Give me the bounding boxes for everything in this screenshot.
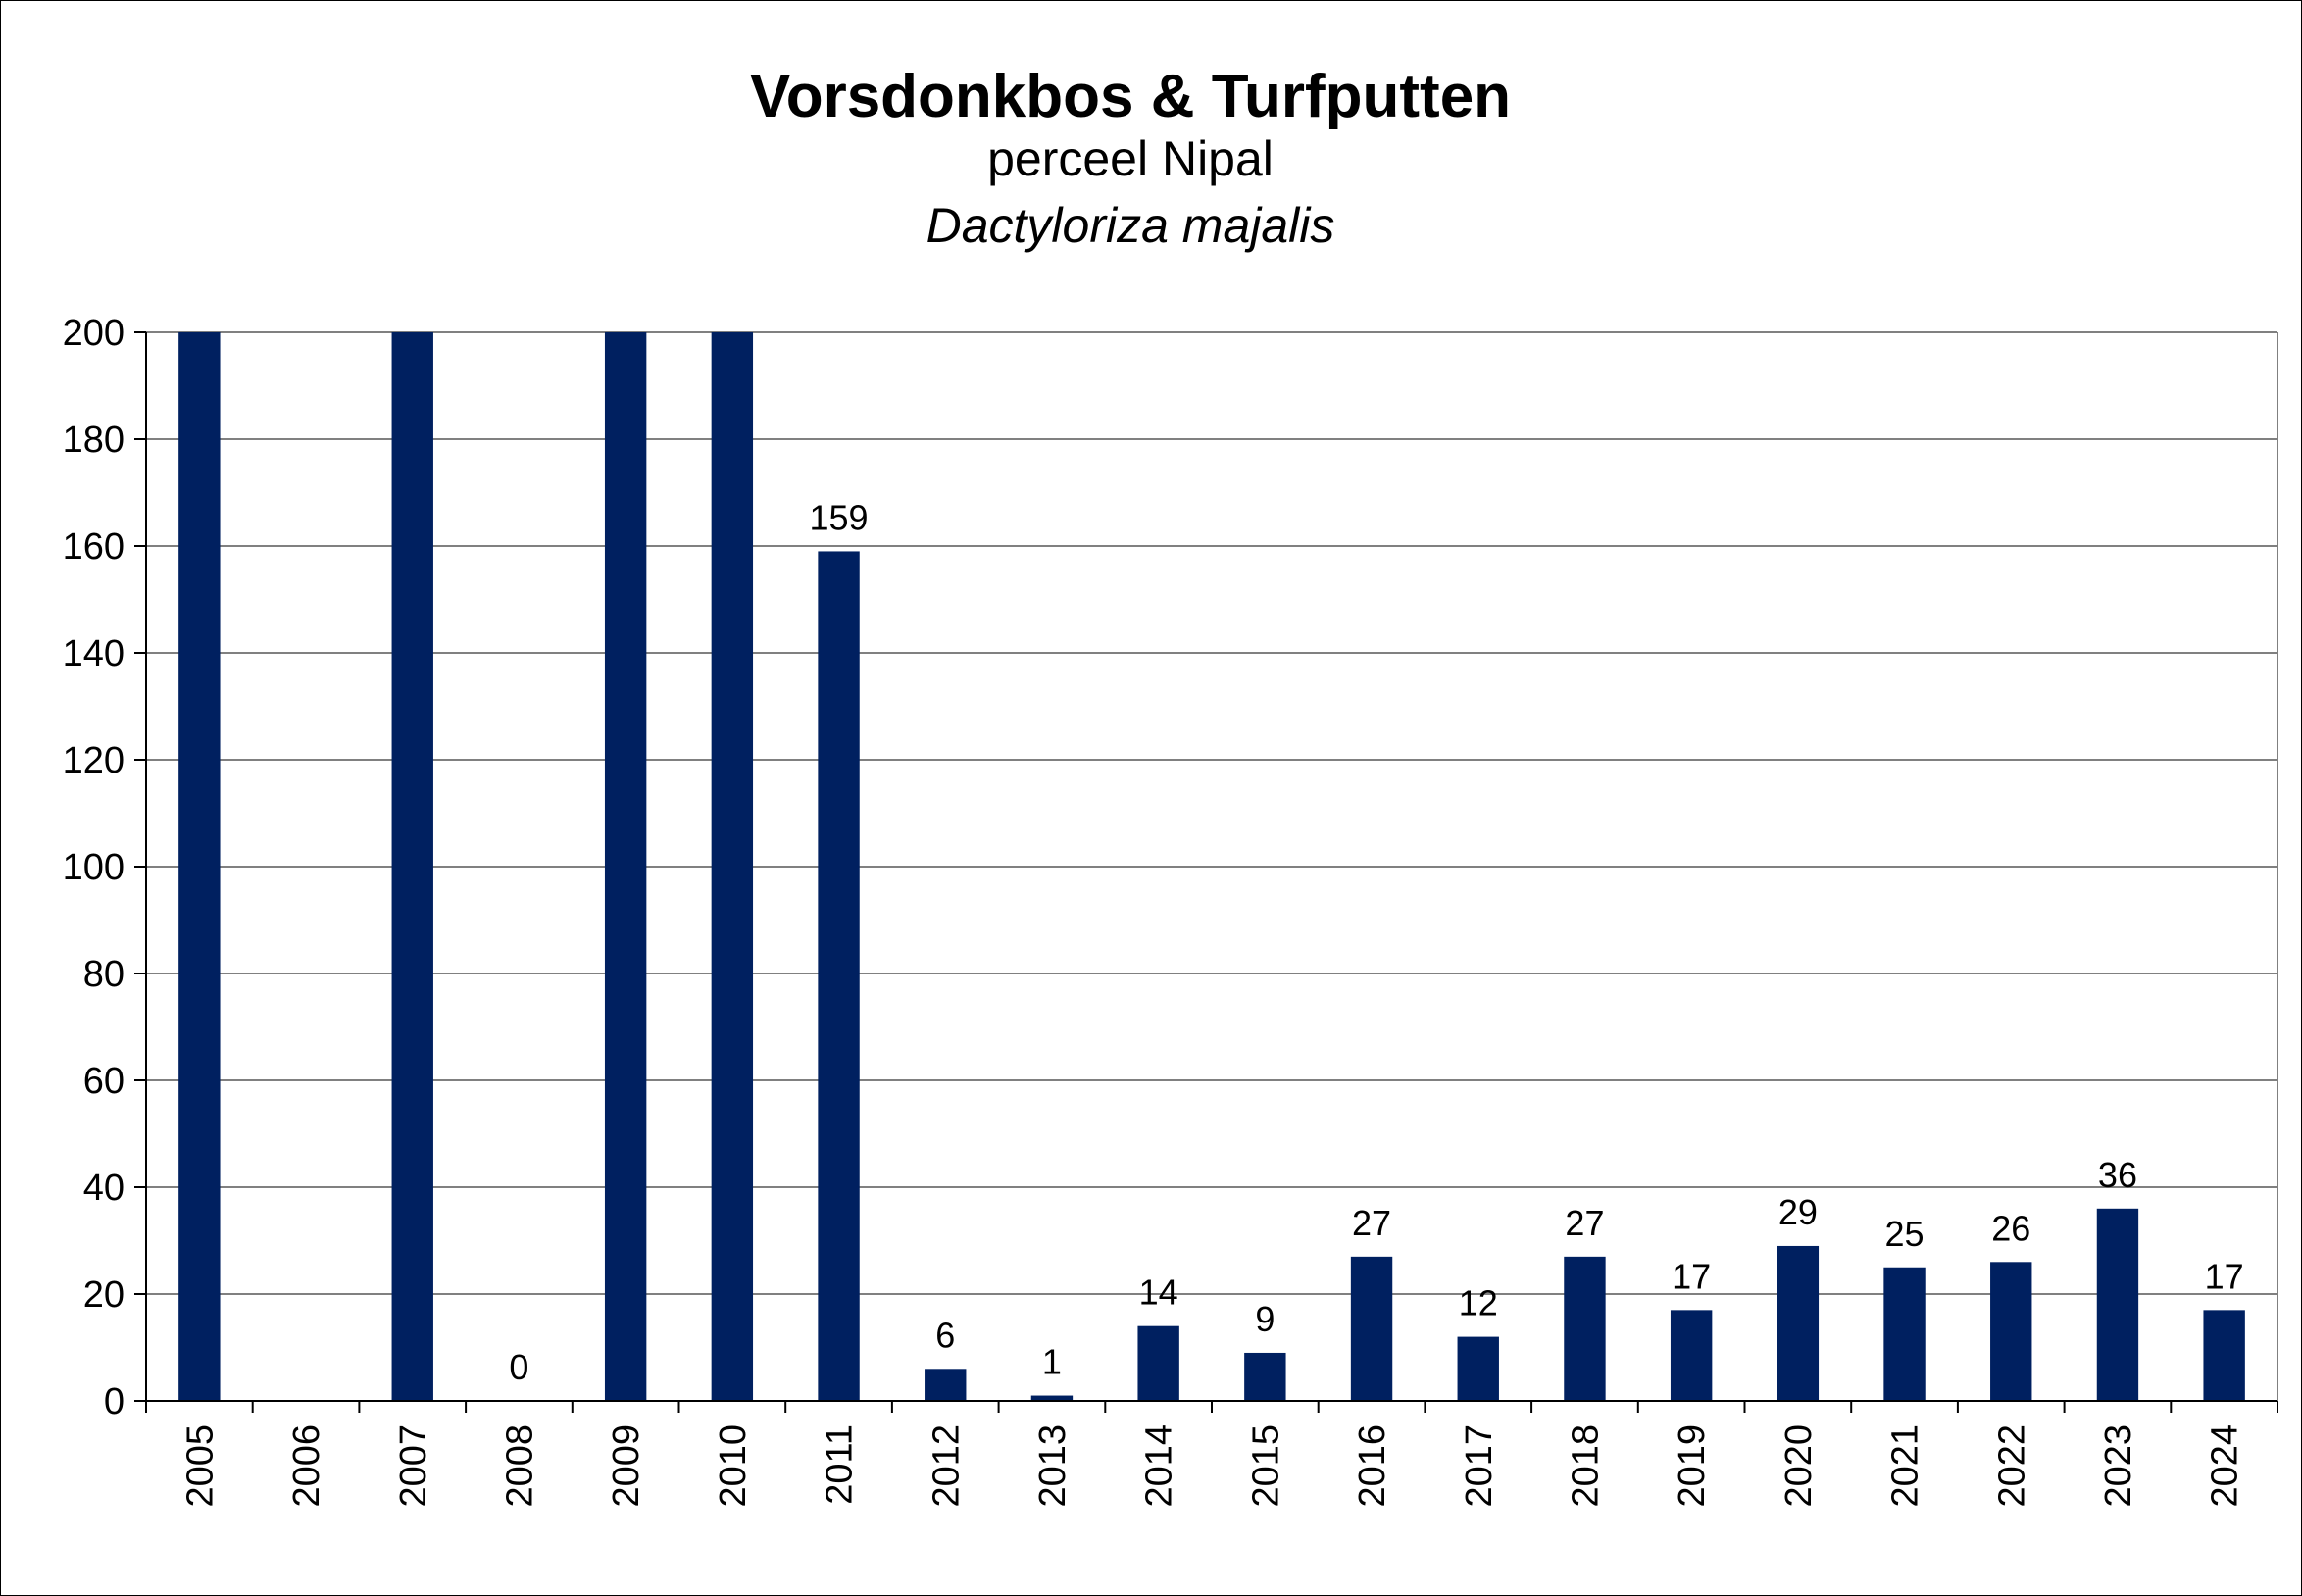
x-tick-label-2014: 2014 [1139,1424,1180,1508]
x-tick-label-2015: 2015 [1245,1424,1286,1508]
data-label-2021: 25 [1885,1214,1925,1254]
y-tick-label: 200 [63,313,125,354]
bar-2005 [178,332,221,1401]
x-tick-label-2009: 2009 [606,1424,647,1508]
chart-title: Vorsdonkbos & Turfputten [750,63,1511,130]
x-tick-label-2020: 2020 [1778,1424,1820,1508]
y-tick-label: 80 [83,954,125,995]
x-tick-label-2013: 2013 [1032,1424,1074,1508]
x-tick-label-2023: 2023 [2098,1424,2139,1508]
x-tick-label-2007: 2007 [393,1424,434,1508]
bar-2024 [2203,1310,2245,1401]
bar-series [178,332,2245,1401]
data-label-2024: 17 [2205,1256,2244,1296]
bar-2016 [1350,1256,1393,1401]
bar-2013 [1030,1395,1074,1401]
x-tick-label-2021: 2021 [1885,1424,1927,1508]
bar-2012 [925,1369,967,1401]
y-tick-label: 160 [63,526,125,568]
data-label-2008: 0 [509,1347,528,1387]
x-tick-label-2011: 2011 [820,1424,861,1505]
y-tick-label: 0 [104,1381,125,1422]
data-label-2019: 17 [1672,1256,1711,1296]
bar-2022 [1990,1262,2032,1401]
x-tick-label-2010: 2010 [713,1424,754,1508]
bar-2010 [711,332,754,1401]
chart-subtitle: perceel Nipal [987,131,1274,186]
data-label-2020: 29 [1778,1192,1818,1232]
data-label-2012: 6 [935,1315,955,1355]
x-tick-label-2012: 2012 [926,1424,967,1508]
x-tick-label-2008: 2008 [499,1424,540,1508]
data-label-2015: 9 [1255,1299,1275,1339]
x-tick-label-2006: 2006 [286,1424,327,1508]
x-tick-label-2024: 2024 [2205,1424,2246,1508]
x-tick-label-2022: 2022 [1991,1424,2032,1508]
y-tick-label: 100 [63,847,125,888]
bar-2007 [391,332,433,1401]
data-label-2018: 27 [1565,1203,1604,1243]
x-tick-label-2018: 2018 [1565,1424,1606,1508]
bar-2017 [1457,1336,1499,1401]
bar-2023 [2096,1208,2139,1401]
y-tick-label: 120 [63,740,125,781]
x-tick-label-2017: 2017 [1459,1424,1500,1508]
x-tick-label-2019: 2019 [1672,1424,1713,1508]
data-label-2013: 1 [1042,1342,1062,1382]
data-label-2016: 27 [1352,1203,1391,1243]
y-tick-label: 60 [83,1061,125,1102]
y-axis-ticks: 0 20 40 60 80 100 120 140 160 180 200 [63,313,146,1422]
bar-2011 [818,551,860,1401]
data-labels: 0 159 6 1 14 9 27 12 27 17 29 25 26 36 17 [509,497,2243,1387]
bar-2015 [1244,1352,1286,1401]
gridlines [146,331,2278,1401]
bar-2020 [1777,1245,1820,1401]
data-label-2011: 159 [810,497,869,537]
data-label-2014: 14 [1139,1272,1178,1313]
x-axis-ticks: 2005 2006 2007 2008 2009 2010 2011 2012 2013 2014… [145,1401,2278,1508]
y-tick-label: 140 [63,633,125,674]
bar-2019 [1670,1310,1713,1401]
bar-2021 [1883,1267,1926,1401]
y-tick-label: 20 [83,1274,125,1316]
x-tick-label-2005: 2005 [179,1424,221,1508]
axes [134,332,2277,1413]
data-label-2023: 36 [2098,1155,2137,1195]
data-label-2017: 12 [1459,1283,1498,1323]
chart-species-subtitle: Dactyloriza majalis [926,198,1335,253]
data-label-2022: 26 [1991,1208,2030,1248]
bar-2014 [1137,1325,1179,1401]
x-tick-label-2016: 2016 [1352,1424,1393,1508]
y-tick-label: 180 [63,420,125,461]
bar-2018 [1564,1256,1606,1401]
y-tick-label: 40 [83,1168,125,1209]
bar-2009 [604,332,647,1401]
